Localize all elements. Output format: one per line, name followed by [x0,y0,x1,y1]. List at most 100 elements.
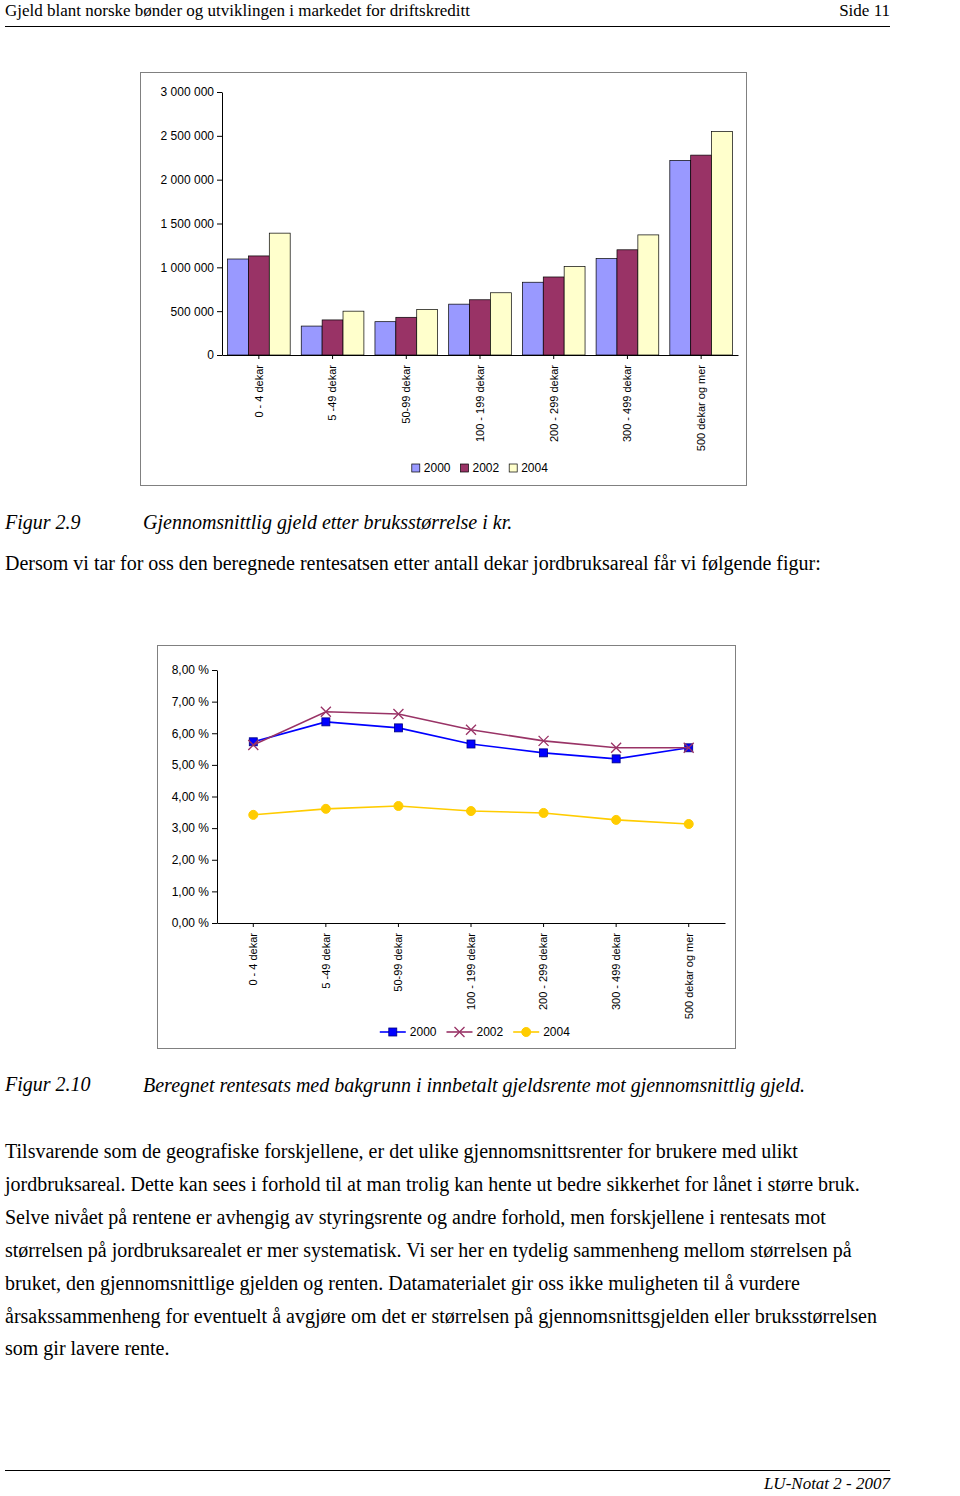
y-tick: 7,00 % [172,695,217,709]
figure-caption: Gjennomsnittlig gjeld etter bruksstørrel… [143,511,512,534]
bar [417,309,438,355]
marker [611,743,621,753]
marker [466,725,476,735]
x-tick-mark [701,355,702,359]
legend-label: 2002 [476,1025,503,1039]
y-tick-label: 8,00 % [172,663,210,677]
y-tick-mark [212,797,217,798]
marker [393,709,403,719]
paragraph: Tilsvarende som de geografiske forskjell… [5,1135,890,1365]
bar [322,320,343,355]
legend-label: 2004 [543,1025,570,1039]
line [253,806,688,824]
x-tick-label: 0 - 4 dekar [253,365,265,418]
chart: 0,00 %1,00 %2,00 %3,00 %4,00 %5,00 %6,00… [157,645,736,1049]
x-tick-mark [325,923,326,927]
x-tick: 100 - 199 dekar [474,355,486,442]
legend-label: 2004 [521,461,548,475]
x-tick-label: 200 - 299 dekar [548,365,560,442]
x-tick-mark [480,355,481,359]
x-tick-mark [406,355,407,359]
y-tick-label: 2 000 000 [161,173,215,187]
x-tick-label: 0 - 4 dekar [247,933,259,986]
marker [321,707,331,717]
x-tick: 200 - 299 dekar [537,923,549,1010]
y-tick-mark [217,311,222,312]
legend-marker [389,1028,397,1036]
header-page: Side 11 [839,1,890,21]
x-tick: 300 - 499 dekar [621,355,633,442]
y-tick-label: 3,00 % [172,821,210,835]
plot-area [248,707,693,829]
x-tick-mark [332,355,333,359]
x-tick: 100 - 199 dekar [465,923,477,1010]
footer-text: LU-Notat 2 - 2007 [764,1474,890,1494]
y-tick-label: 0,00 % [172,916,210,930]
legend-symbol [460,464,468,472]
legend-label: 2000 [410,1025,437,1039]
y-tick: 2,00 % [172,853,217,867]
x-tick-mark [253,923,254,927]
y-tick: 500 000 [171,305,222,319]
x-axis: 0 - 4 dekar5 -49 dekar50-99 dekar100 - 1… [223,355,739,451]
legend-symbol [509,464,517,472]
marker [322,718,330,726]
marker [612,815,621,824]
y-tick-mark [212,923,217,924]
bar [617,250,638,355]
bar [638,235,659,355]
x-tick-label: 500 dekar og mer [695,365,707,452]
bar [596,259,617,355]
bar [670,160,691,355]
x-tick: 300 - 499 dekar [610,923,622,1010]
y-tick: 0,00 % [172,916,217,930]
marker [394,724,402,732]
x-tick-label: 50-99 dekar [392,933,404,992]
y-tick-mark [217,224,222,225]
bar [449,304,470,355]
y-tick-label: 6,00 % [172,727,210,741]
x-tick: 200 - 299 dekar [548,355,560,442]
x-axis: 0 - 4 dekar 5 -49 dekar 50-99 dekar 100 - 1… [218,923,726,1019]
x-tick: 5 -49 dekar [320,923,332,989]
header-rule [5,26,890,27]
y-tick-mark [217,267,222,268]
x-tick-mark [398,923,399,927]
marker [684,820,693,829]
figure-caption: Beregnet rentesats med bakgrunn i innbet… [143,1073,888,1098]
marker [467,807,476,816]
y-tick-label: 2,00 % [172,853,210,867]
bar [228,259,249,355]
y-tick: 8,00 % [172,663,217,677]
y-tick: 3 000 000 [161,85,222,99]
y-tick-mark [212,702,217,703]
x-tick: 500 dekar og mer [683,923,695,1019]
bar [490,293,511,355]
y-axis: 0500 0001 000 0001 500 0002 000 0002 500… [161,85,223,362]
marker [684,743,694,753]
bar [248,256,269,355]
x-tick: 0 - 4 dekar [253,355,265,418]
bar [470,300,491,355]
x-tick-mark [627,355,628,359]
y-tick: 6,00 % [172,727,217,741]
marker [248,740,258,750]
chart: 0500 0001 000 0001 500 0002 000 0002 500… [140,72,747,486]
header-title: Gjeld blant norske bønder og utviklingen… [5,1,470,21]
x-tick: 0 - 4 dekar [247,923,259,986]
y-tick-label: 4,00 % [172,790,210,804]
figure-label: Figur 2.10 [5,1073,91,1096]
figure-label: Figur 2.9 [5,511,81,534]
x-tick-mark [616,923,617,927]
y-tick-label: 0 [207,348,214,362]
y-tick-label: 500 000 [171,305,215,319]
legend-item: 2002 [446,1025,503,1039]
marker [321,804,330,813]
footer-rule [5,1470,890,1471]
legend-label: 2002 [472,461,499,475]
y-axis-line [222,93,223,356]
legend-marker [522,1028,531,1037]
chart-frame [141,73,747,486]
legend-symbol [412,464,420,472]
y-axis-line [217,671,218,924]
